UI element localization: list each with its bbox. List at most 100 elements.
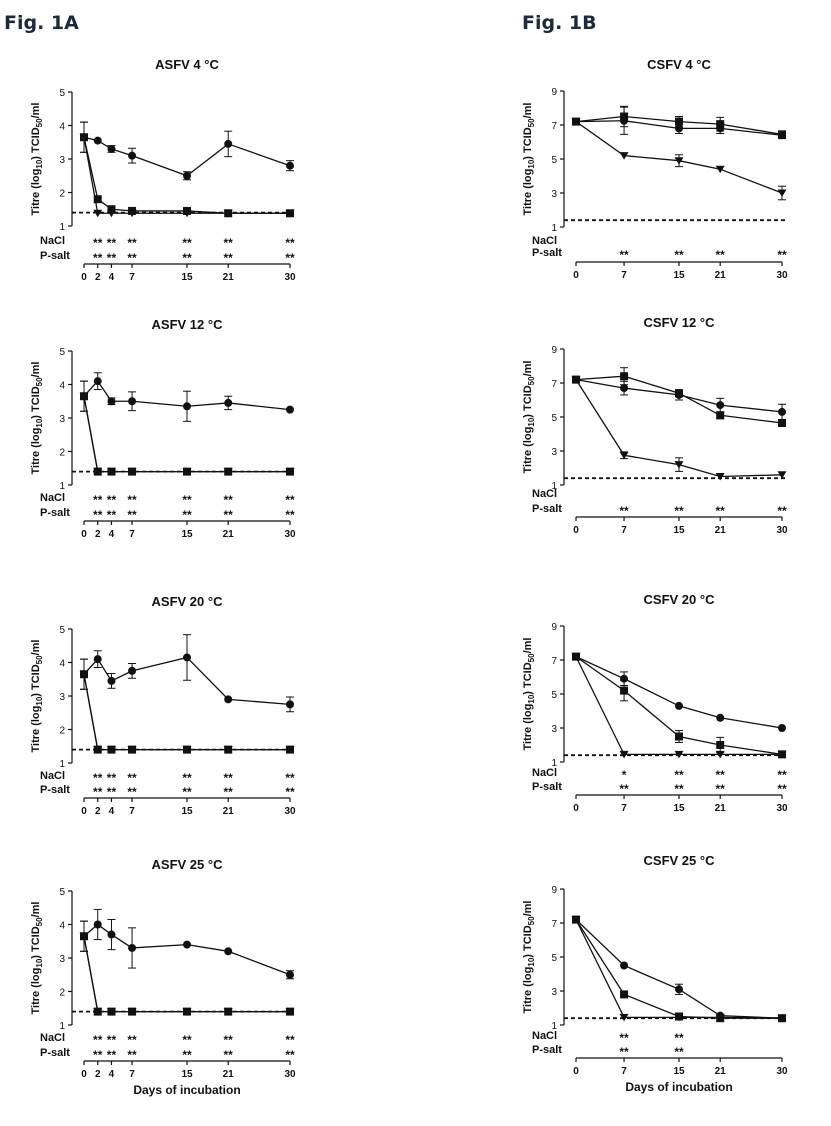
- significance-mark: **: [224, 251, 234, 265]
- y-axis-label: Titre (log10) TCID50/ml: [30, 103, 44, 216]
- significance-mark: **: [285, 508, 295, 522]
- x-tick-label: 30: [776, 803, 788, 814]
- x-tick-label: 7: [621, 525, 627, 536]
- data-point-triangle: [223, 209, 233, 218]
- data-point-triangle: [223, 1008, 233, 1016]
- data-point-circle: [224, 947, 233, 956]
- significance-mark: **: [777, 768, 787, 782]
- chart-title: ASFV 12 °C: [152, 317, 224, 332]
- significance-mark: **: [224, 1033, 234, 1047]
- x-tick-label: 0: [81, 806, 87, 817]
- data-point-circle: [675, 701, 683, 710]
- y-tick-label: 5: [59, 347, 65, 358]
- significance-mark: **: [93, 508, 103, 522]
- significance-mark: **: [285, 1048, 295, 1062]
- chart-panel: CSFV 4 °C 1 3 5 7 9 Titre (log10) TCID50/ml NaC…: [522, 57, 788, 281]
- sig-row-label: NaCl: [532, 488, 557, 500]
- y-tick-label: 9: [551, 885, 557, 896]
- x-tick-label: 15: [181, 1069, 193, 1080]
- significance-mark: **: [127, 493, 137, 507]
- y-tick-label: 4: [59, 381, 65, 392]
- data-point-circle: [93, 136, 102, 145]
- significance-mark: **: [127, 1048, 137, 1062]
- y-tick-label: 3: [551, 189, 557, 200]
- data-point-triangle: [777, 189, 787, 197]
- data-point-circle: [107, 930, 116, 939]
- y-tick-label: 2: [59, 726, 65, 737]
- x-tick-label: 2: [95, 1069, 101, 1080]
- data-point-triangle: [674, 461, 684, 469]
- x-tick-label: 7: [621, 803, 627, 814]
- significance-mark: **: [285, 493, 295, 507]
- data-point-triangle: [93, 1008, 103, 1016]
- y-tick-label: 3: [59, 155, 65, 166]
- x-tick-label: 21: [223, 1069, 235, 1080]
- significance-mark: **: [182, 1033, 192, 1047]
- sig-row-label: P-salt: [40, 784, 70, 796]
- y-tick-label: 1: [551, 223, 557, 234]
- data-point-circle: [286, 970, 294, 979]
- y-axis-label: Titre (log10) TCID50/ml: [30, 640, 44, 753]
- data-point-triangle: [106, 746, 116, 754]
- y-tick-label: 9: [551, 87, 557, 98]
- chart-title: CSFV 25 °C: [644, 853, 716, 868]
- series-line-triangle: [575, 919, 783, 1019]
- data-point-circle: [107, 676, 116, 685]
- data-point-square: [620, 990, 629, 999]
- x-tick-label: 0: [81, 1069, 87, 1080]
- data-point-triangle: [79, 670, 89, 679]
- data-point-triangle: [106, 468, 116, 476]
- data-point-triangle: [79, 133, 89, 142]
- data-point-circle: [183, 171, 191, 180]
- series-line-triangle: [83, 674, 290, 751]
- data-point-square: [675, 117, 683, 126]
- x-tick-label: 30: [776, 525, 788, 536]
- data-point-circle: [778, 724, 786, 732]
- significance-mark: **: [285, 771, 295, 785]
- chart-panel: ASFV 25 °C 1 2 3 4 5 Titre (log10) TCID50/ml Na…: [30, 857, 296, 1097]
- data-point-square: [778, 130, 786, 139]
- significance-mark: **: [674, 248, 684, 262]
- chart-panel: CSFV 25 °C 1 3 5 7 9 Titre (log10) TCID50/ml Na…: [522, 853, 788, 1094]
- sig-row-label: NaCl: [40, 492, 65, 504]
- x-tick-label: 21: [223, 272, 235, 283]
- significance-mark: **: [127, 785, 137, 799]
- significance-mark: **: [285, 251, 295, 265]
- data-point-triangle: [571, 916, 581, 924]
- y-tick-label: 4: [59, 921, 65, 932]
- data-point-triangle: [285, 746, 295, 754]
- sig-row-label: NaCl: [532, 767, 557, 779]
- y-axis-label: Titre (log10) TCID50/ml: [522, 638, 536, 751]
- significance-mark: **: [107, 1048, 117, 1062]
- significance-mark: **: [182, 771, 192, 785]
- y-tick-label: 9: [551, 622, 557, 633]
- significance-mark: **: [127, 508, 137, 522]
- x-tick-label: 21: [715, 270, 727, 281]
- data-point-triangle: [285, 468, 295, 476]
- significance-mark: **: [93, 251, 103, 265]
- significance-mark: **: [182, 251, 192, 265]
- x-tick-label: 4: [109, 806, 115, 817]
- data-point-circle: [183, 940, 191, 949]
- significance-mark: **: [107, 251, 117, 265]
- x-tick-label: 21: [223, 806, 235, 817]
- data-point-circle: [93, 655, 102, 664]
- x-tick-label: 4: [109, 529, 115, 540]
- significance-mark: **: [674, 1031, 684, 1045]
- significance-mark: **: [777, 782, 787, 796]
- significance-mark: **: [224, 493, 234, 507]
- chart-panel: CSFV 20 °C 1 3 5 7 9 Titre (log10) TCID50/ml Na…: [522, 592, 788, 814]
- series-line-circle: [83, 136, 291, 177]
- significance-mark: **: [674, 1045, 684, 1059]
- y-tick-label: 1: [551, 758, 557, 769]
- data-point-square: [93, 195, 102, 204]
- series-line-square: [575, 919, 782, 1019]
- data-point-circle: [128, 943, 137, 952]
- significance-mark: **: [107, 236, 117, 250]
- x-tick-label: 7: [621, 270, 627, 281]
- data-point-triangle: [127, 746, 137, 754]
- y-tick-label: 5: [551, 953, 557, 964]
- y-tick-label: 1: [59, 481, 65, 492]
- data-point-square: [620, 112, 629, 121]
